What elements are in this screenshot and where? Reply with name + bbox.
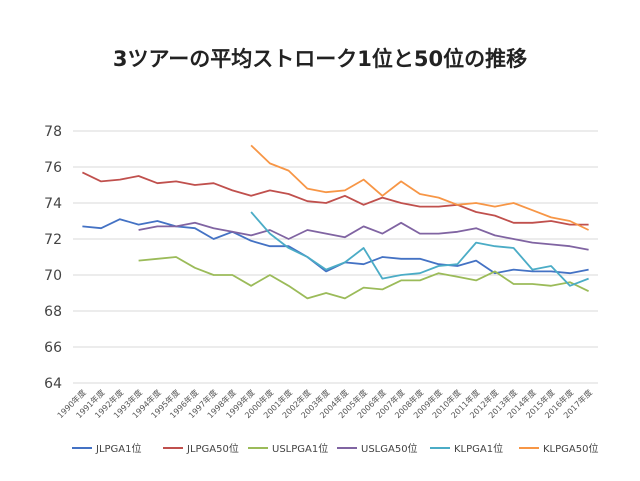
y-tick-label: 70	[44, 268, 62, 284]
y-tick-label: 68	[44, 304, 62, 320]
legend-label: USLPGA1位	[272, 442, 328, 455]
y-tick-label: 74	[44, 196, 62, 212]
series-line-3	[138, 221, 589, 251]
legend-label: KLPGA1位	[454, 442, 503, 455]
chart-title: 3ツアーの平均ストローク1位と50位の推移	[113, 47, 527, 71]
legend-label: USLGA50位	[361, 442, 418, 455]
y-tick-label: 66	[44, 340, 62, 356]
legend: JLPGA1位 JLPGA50位 USLPGA1位 USLGA50位 KLPGA1位 KL…	[72, 442, 598, 455]
legend-label: JLPGA50位	[186, 442, 239, 455]
y-axis-ticks: 64 66 68 70 72 74 76 78	[44, 124, 62, 392]
series-lines	[82, 144, 589, 300]
series-line-2	[138, 256, 589, 300]
legend-label: KLPGA50位	[543, 442, 598, 455]
y-tick-label: 72	[44, 232, 62, 248]
legend-label: JLPGA1位	[95, 442, 142, 455]
y-tick-label: 64	[44, 376, 62, 392]
y-tick-label: 78	[44, 124, 62, 140]
series-line-5	[250, 144, 589, 231]
series-line-1	[82, 171, 589, 226]
y-tick-label: 76	[44, 160, 62, 176]
x-axis-ticks: 1990年度1991年度1992年度1993年度1994年度1995年度1996…	[55, 387, 594, 420]
gridlines	[73, 130, 598, 384]
series-line-4	[250, 211, 589, 287]
